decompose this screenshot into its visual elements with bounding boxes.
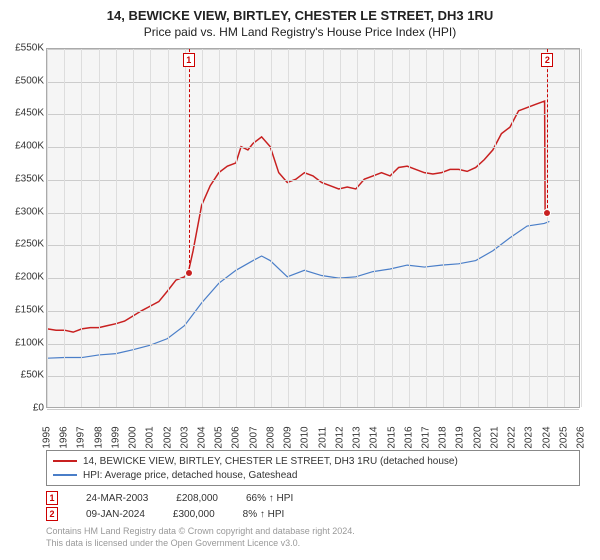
x-axis-label: 1995 (42, 426, 53, 448)
chart-area: 1995199619971998199920002001200220032004… (46, 48, 580, 408)
legend-label-hpi: HPI: Average price, detached house, Gate… (83, 470, 297, 481)
x-axis-label: 2026 (576, 426, 587, 448)
footer-line-1: Contains HM Land Registry data © Crown c… (46, 526, 355, 538)
x-axis-label: 2008 (265, 426, 276, 448)
marker-date-1: 24-MAR-2003 (86, 493, 148, 504)
x-axis-label: 2011 (317, 427, 328, 449)
x-axis-label: 1999 (110, 426, 121, 448)
x-axis-label: 2012 (334, 426, 345, 448)
marker-row-1: 1 24-MAR-2003 £208,000 66% ↑ HPI (46, 490, 580, 506)
title-block: 14, BEWICKE VIEW, BIRTLEY, CHESTER LE ST… (0, 0, 600, 39)
x-axis-label: 2010 (300, 426, 311, 448)
y-axis-label: £0 (0, 403, 44, 414)
y-axis-label: £550K (0, 43, 44, 54)
x-axis-label: 2023 (524, 426, 535, 448)
x-axis-label: 2013 (352, 426, 363, 448)
x-axis-label: 2024 (541, 426, 552, 448)
marker-badge: 2 (541, 53, 553, 67)
x-axis-label: 2016 (403, 426, 414, 448)
y-axis-label: £450K (0, 108, 44, 119)
legend-item-hpi: HPI: Average price, detached house, Gate… (53, 468, 573, 482)
y-axis-label: £100K (0, 337, 44, 348)
x-axis-label: 2006 (231, 426, 242, 448)
y-axis-label: £300K (0, 206, 44, 217)
marker-rel-2: 8% ↑ HPI (243, 509, 285, 520)
x-axis-label: 2000 (128, 426, 139, 448)
x-axis-label: 2007 (248, 426, 259, 448)
x-axis-label: 2017 (420, 426, 431, 448)
y-axis-label: £350K (0, 173, 44, 184)
x-axis-label: 2003 (179, 426, 190, 448)
y-axis-label: £50K (0, 370, 44, 381)
chart-subtitle: Price paid vs. HM Land Registry's House … (0, 25, 600, 39)
marker-price-1: £208,000 (176, 493, 218, 504)
x-axis-label: 2020 (472, 426, 483, 448)
x-axis-label: 1997 (76, 426, 87, 448)
x-axis-label: 2021 (489, 426, 500, 448)
marker-badge-2: 2 (46, 507, 58, 521)
legend-swatch-property (53, 460, 77, 462)
y-axis-label: £150K (0, 304, 44, 315)
x-axis-label: 2004 (197, 426, 208, 448)
marker-badge-1: 1 (46, 491, 58, 505)
marker-badge: 1 (183, 53, 195, 67)
marker-date-2: 09-JAN-2024 (86, 509, 145, 520)
legend-label-property: 14, BEWICKE VIEW, BIRTLEY, CHESTER LE ST… (83, 456, 458, 467)
legend-item-property: 14, BEWICKE VIEW, BIRTLEY, CHESTER LE ST… (53, 454, 573, 468)
x-axis-label: 2019 (455, 426, 466, 448)
x-axis-label: 1996 (59, 426, 70, 448)
footer: Contains HM Land Registry data © Crown c… (46, 526, 355, 549)
chart-container: 14, BEWICKE VIEW, BIRTLEY, CHESTER LE ST… (0, 0, 600, 560)
marker-row-2: 2 09-JAN-2024 £300,000 8% ↑ HPI (46, 506, 580, 522)
y-axis-label: £250K (0, 239, 44, 250)
x-axis-label: 2014 (369, 426, 380, 448)
y-axis-label: £500K (0, 75, 44, 86)
x-axis-label: 2001 (145, 426, 156, 448)
y-axis-label: £200K (0, 272, 44, 283)
legend-swatch-hpi (53, 474, 77, 476)
x-axis-label: 2005 (214, 426, 225, 448)
x-axis-label: 1998 (93, 426, 104, 448)
x-axis-label: 2018 (438, 426, 449, 448)
chart-lines (47, 49, 579, 407)
marker-price-2: £300,000 (173, 509, 215, 520)
footer-line-2: This data is licensed under the Open Gov… (46, 538, 355, 550)
marker-rel-1: 66% ↑ HPI (246, 493, 293, 504)
marker-table: 1 24-MAR-2003 £208,000 66% ↑ HPI 2 09-JA… (46, 490, 580, 522)
x-axis-label: 2002 (162, 426, 173, 448)
y-axis-label: £400K (0, 141, 44, 152)
chart-title: 14, BEWICKE VIEW, BIRTLEY, CHESTER LE ST… (0, 8, 600, 23)
x-axis-label: 2015 (386, 426, 397, 448)
x-axis-label: 2025 (558, 426, 569, 448)
legend: 14, BEWICKE VIEW, BIRTLEY, CHESTER LE ST… (46, 450, 580, 486)
x-axis-label: 2009 (283, 426, 294, 448)
x-axis-label: 2022 (507, 426, 518, 448)
